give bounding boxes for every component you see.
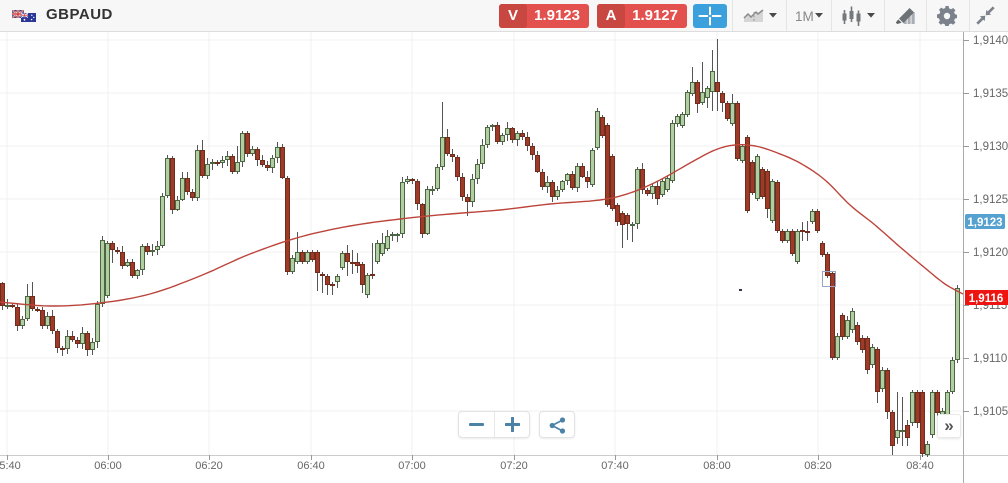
svg-text:1,9105: 1,9105 bbox=[973, 406, 1008, 418]
svg-text:08:20: 08:20 bbox=[804, 460, 832, 472]
svg-text:1,9130: 1,9130 bbox=[973, 141, 1008, 153]
svg-text:06:40: 06:40 bbox=[297, 460, 325, 472]
svg-text:1,9116: 1,9116 bbox=[969, 293, 1004, 305]
svg-text:1,9123: 1,9123 bbox=[967, 217, 1002, 229]
svg-text:1,9125: 1,9125 bbox=[973, 194, 1008, 206]
svg-text:05:40: 05:40 bbox=[0, 460, 21, 472]
svg-text:07:00: 07:00 bbox=[398, 460, 426, 472]
svg-text:07:20: 07:20 bbox=[500, 460, 528, 472]
svg-text:06:00: 06:00 bbox=[94, 460, 122, 472]
svg-text:08:40: 08:40 bbox=[906, 460, 934, 472]
svg-text:1,9135: 1,9135 bbox=[973, 88, 1008, 100]
svg-text:1,9120: 1,9120 bbox=[973, 247, 1008, 259]
svg-text:1,9110: 1,9110 bbox=[973, 353, 1007, 365]
svg-text:07:40: 07:40 bbox=[601, 460, 629, 472]
svg-text:06:20: 06:20 bbox=[195, 460, 223, 472]
svg-text:08:00: 08:00 bbox=[703, 460, 731, 472]
svg-text:1,9140: 1,9140 bbox=[973, 35, 1008, 47]
